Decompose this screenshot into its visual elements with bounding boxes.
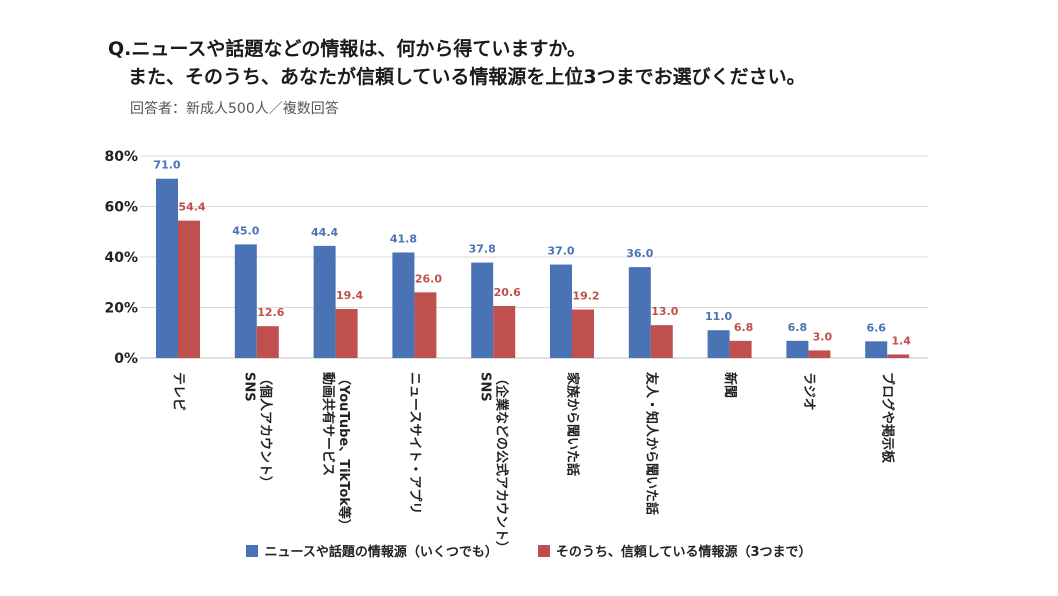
chart-title-line1: Q.ニュースや話題などの情報は、何から得ていますか。 <box>108 38 587 60</box>
bar-series1 <box>628 267 651 358</box>
data-label: 6.8 <box>734 321 754 334</box>
bar-series2 <box>650 325 673 358</box>
data-label: 54.4 <box>178 201 205 214</box>
bar-series1 <box>156 178 178 358</box>
data-label: 20.6 <box>494 286 521 299</box>
data-label: 44.4 <box>311 226 338 239</box>
legend-item-series1: ニュースや話題の情報源（いくつでも） <box>246 541 498 560</box>
x-tick-label: テレビ <box>171 372 187 411</box>
x-tick-label: （個人アカウント） <box>257 372 273 489</box>
bar-series2 <box>256 326 279 358</box>
data-label: 37.8 <box>469 243 496 256</box>
bar-series1 <box>550 264 572 358</box>
x-tick-label: ブログや掲示板 <box>880 372 896 464</box>
data-label: 41.8 <box>390 232 417 245</box>
legend-swatch-series2 <box>537 544 550 557</box>
data-label: 19.4 <box>336 289 363 302</box>
bar-series1 <box>707 330 730 358</box>
y-tick-label: 60% <box>104 200 138 216</box>
legend-label-series1: ニュースや話題の情報源（いくつでも） <box>264 545 498 560</box>
x-tick-label: （YouTube、TikTok等） <box>336 372 352 532</box>
data-label: 6.6 <box>866 321 886 334</box>
bar-series2 <box>887 354 910 358</box>
data-label: 19.2 <box>572 290 599 303</box>
x-tick-label: 家族から聞いた話 <box>565 372 581 476</box>
data-label: 36.0 <box>626 247 653 260</box>
bar-series2 <box>335 309 358 358</box>
data-label: 13.0 <box>651 305 678 318</box>
x-tick-label: SNS <box>478 372 493 402</box>
data-label: 3.0 <box>813 330 833 343</box>
chart-subtitle: 回答者：新成人500人／複数回答 <box>130 101 339 117</box>
x-tick-label: ラジオ <box>801 372 816 411</box>
data-label: 12.6 <box>257 306 284 319</box>
y-tick-label: 20% <box>104 301 138 317</box>
legend-swatch-series1 <box>246 544 259 557</box>
x-tick-label: （企業などの公式アカウント） <box>494 372 510 554</box>
y-tick-label: 0% <box>114 351 138 367</box>
bar-series1 <box>865 341 888 358</box>
bar-series1 <box>313 245 336 358</box>
bar-series1 <box>786 340 809 358</box>
chart-title-line2: また、そのうち、あなたが信頼している情報源を上位3つまでお選びください。 <box>128 66 806 88</box>
y-tick-label: 80% <box>104 149 138 165</box>
legend-label-series2: そのうち、信頼している情報源（3つまで） <box>555 545 812 560</box>
bar-series2 <box>729 340 752 358</box>
chart-legend: ニュースや話題の情報源（いくつでも） そのうち、信頼している情報源（3つまで） <box>0 541 1058 560</box>
data-label: 6.8 <box>788 321 808 334</box>
data-label: 37.0 <box>547 245 574 258</box>
bar-series2 <box>178 220 200 358</box>
x-tick-label: 新聞 <box>722 372 738 398</box>
bar-series2 <box>572 309 594 358</box>
x-tick-label: 友人・知人から聞いた話 <box>643 372 659 515</box>
data-label: 1.4 <box>891 334 911 347</box>
data-label: 45.0 <box>232 224 259 237</box>
x-tick-label: 動画共有サービス <box>320 372 336 476</box>
legend-item-series2: そのうち、信頼している情報源（3つまで） <box>537 541 812 560</box>
bar-series2 <box>808 350 831 358</box>
bar-series2 <box>414 292 437 358</box>
bar-series2 <box>493 305 516 358</box>
data-label: 26.0 <box>415 272 442 285</box>
bar-series1 <box>392 252 415 358</box>
bar-series1 <box>471 262 494 358</box>
x-tick-label: ニュースサイト・アプリ <box>407 372 422 514</box>
data-label: 11.0 <box>705 310 732 323</box>
data-label: 71.0 <box>153 159 180 172</box>
x-tick-label: SNS <box>241 372 256 402</box>
y-tick-label: 40% <box>104 250 138 266</box>
bar-series1 <box>234 244 257 358</box>
